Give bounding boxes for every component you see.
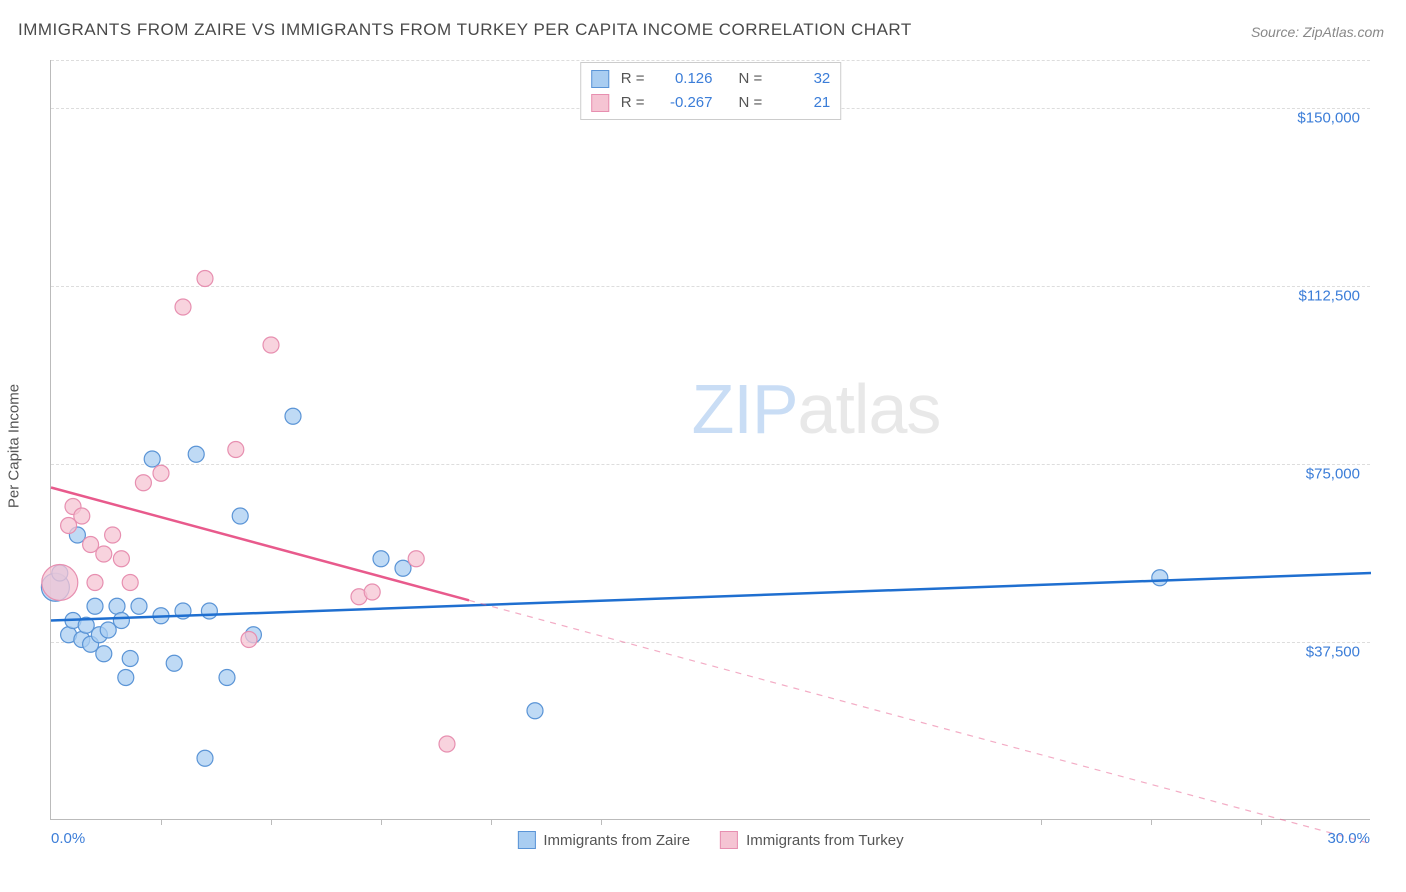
swatch-zaire	[591, 70, 609, 88]
trendline-turkey	[51, 488, 469, 601]
data-point-zaire	[109, 598, 125, 614]
data-point-turkey	[42, 565, 78, 601]
y-axis-label: Per Capita Income	[6, 384, 23, 508]
x-tick	[381, 819, 382, 825]
x-axis-min-label: 0.0%	[51, 830, 85, 847]
data-point-turkey	[175, 299, 191, 315]
legend-item-zaire: Immigrants from Zaire	[517, 831, 690, 849]
r-value-turkey: -0.267	[653, 91, 713, 115]
data-point-zaire	[122, 651, 138, 667]
swatch-turkey	[591, 94, 609, 112]
data-point-zaire	[373, 551, 389, 567]
n-label: N =	[739, 67, 763, 91]
data-point-zaire	[232, 508, 248, 524]
data-point-zaire	[113, 613, 129, 629]
x-tick	[1041, 819, 1042, 825]
data-point-turkey	[153, 465, 169, 481]
x-tick	[491, 819, 492, 825]
data-point-turkey	[122, 575, 138, 591]
source-attribution: Source: ZipAtlas.com	[1251, 24, 1384, 40]
data-point-zaire	[118, 670, 134, 686]
r-label: R =	[621, 91, 645, 115]
data-point-zaire	[188, 446, 204, 462]
data-point-turkey	[197, 271, 213, 287]
swatch-turkey	[720, 831, 738, 849]
x-tick	[161, 819, 162, 825]
x-axis-max-label: 30.0%	[1327, 830, 1370, 847]
data-point-turkey	[135, 475, 151, 491]
legend-row-turkey: R = -0.267 N = 21	[591, 91, 831, 115]
legend-label-turkey: Immigrants from Turkey	[746, 832, 904, 849]
data-point-zaire	[201, 603, 217, 619]
r-label: R =	[621, 67, 645, 91]
x-tick	[271, 819, 272, 825]
n-value-turkey: 21	[770, 91, 830, 115]
n-value-zaire: 32	[770, 67, 830, 91]
data-point-zaire	[131, 598, 147, 614]
legend-series: Immigrants from Zaire Immigrants from Tu…	[517, 831, 903, 849]
data-point-turkey	[105, 527, 121, 543]
chart-title: IMMIGRANTS FROM ZAIRE VS IMMIGRANTS FROM…	[18, 20, 912, 40]
x-tick	[1261, 819, 1262, 825]
x-tick	[601, 819, 602, 825]
x-tick	[1151, 819, 1152, 825]
data-point-turkey	[87, 575, 103, 591]
data-point-zaire	[1152, 570, 1168, 586]
chart-svg	[51, 60, 1370, 819]
legend-correlation: R = 0.126 N = 32 R = -0.267 N = 21	[580, 62, 842, 120]
data-point-zaire	[87, 598, 103, 614]
data-point-zaire	[197, 750, 213, 766]
swatch-zaire	[517, 831, 535, 849]
data-point-turkey	[74, 508, 90, 524]
legend-row-zaire: R = 0.126 N = 32	[591, 67, 831, 91]
data-point-zaire	[219, 670, 235, 686]
legend-item-turkey: Immigrants from Turkey	[720, 831, 904, 849]
data-point-zaire	[166, 655, 182, 671]
data-point-turkey	[113, 551, 129, 567]
data-point-turkey	[241, 632, 257, 648]
data-point-turkey	[364, 584, 380, 600]
data-point-turkey	[263, 337, 279, 353]
legend-label-zaire: Immigrants from Zaire	[543, 832, 690, 849]
data-point-turkey	[228, 442, 244, 458]
data-point-zaire	[96, 646, 112, 662]
data-point-turkey	[408, 551, 424, 567]
data-point-zaire	[144, 451, 160, 467]
data-point-zaire	[527, 703, 543, 719]
n-label: N =	[739, 91, 763, 115]
trendline-extrapolation-turkey	[469, 600, 1371, 843]
data-point-turkey	[439, 736, 455, 752]
plot-area: ZIPatlas $37,500$75,000$112,500$150,000 …	[50, 60, 1370, 820]
trendline-zaire	[51, 573, 1371, 621]
r-value-zaire: 0.126	[653, 67, 713, 91]
data-point-zaire	[285, 408, 301, 424]
data-point-turkey	[96, 546, 112, 562]
